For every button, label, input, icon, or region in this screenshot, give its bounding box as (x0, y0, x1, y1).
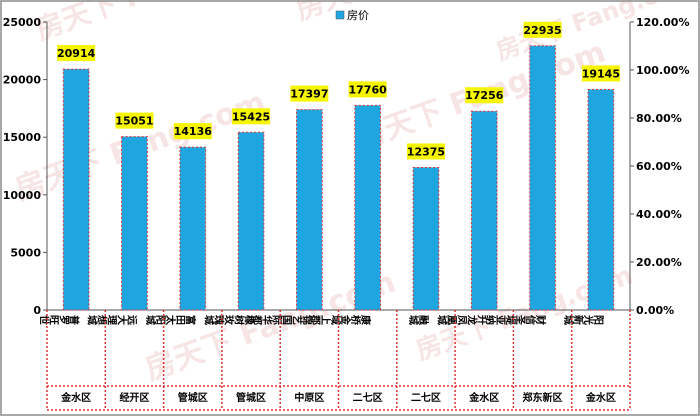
category-label: 升龙凤凰城 (436, 313, 488, 326)
y2-tick-label: 100.00% (636, 64, 689, 77)
legend-label: 房价 (347, 9, 369, 22)
data-label: 17256 (465, 89, 504, 102)
district-label: 管城区 (236, 391, 266, 404)
bar (237, 131, 265, 311)
data-label: 19145 (582, 67, 620, 80)
legend: 房价 (335, 9, 369, 22)
bar (179, 146, 207, 311)
district-label: 中原区 (294, 391, 324, 404)
data-label-bg (523, 21, 562, 38)
y-tick-label: 5000 (10, 246, 41, 259)
data-label: 17397 (290, 88, 328, 101)
bar (412, 166, 440, 311)
data-label-bg (57, 45, 96, 62)
district-label: 郑东新区 (523, 391, 563, 404)
district-label: 管城区 (178, 391, 208, 404)
district-label: 金水区 (60, 391, 91, 404)
district-label: 经开区 (119, 391, 149, 404)
bar (587, 88, 615, 311)
watermark-text: 房天下 Fang.com (291, 0, 533, 27)
data-label-bg (173, 123, 212, 140)
category-label: 富田太阳城 (145, 313, 197, 326)
category-label: 普罗旺世 (39, 313, 80, 325)
category-label: 融城 (408, 313, 430, 325)
y-tick-label: 20000 (3, 74, 42, 87)
district-label: 金水区 (585, 391, 616, 404)
y2-tick-label: 80.00% (636, 112, 682, 125)
y2-tick-label: 60.00% (636, 160, 682, 173)
y2-tick-label: 120.00% (636, 16, 689, 29)
data-label: 22935 (523, 24, 561, 37)
data-label: 15425 (232, 110, 270, 123)
district-label: 二七区 (411, 391, 441, 404)
category-label: 锦艺国际华都 (252, 313, 314, 326)
data-label: 17760 (349, 83, 388, 96)
bars (62, 45, 615, 311)
category-label: 橡树玫瑰城 (203, 313, 255, 325)
district-label: 金水区 (468, 391, 499, 404)
bar (470, 110, 498, 311)
data-labels: 20914 15051 14136 15425 17397 17760 12375 17256… (57, 21, 620, 160)
y2-tick-label: 0.00% (636, 304, 674, 317)
data-label-bg (290, 85, 329, 102)
data-label: 14136 (174, 125, 213, 138)
data-label-bg (232, 108, 271, 125)
y2-tick-label: 40.00% (636, 208, 682, 221)
data-label-bg (348, 81, 387, 98)
bar (62, 68, 90, 311)
y2-tick-label: 20.00% (636, 256, 682, 269)
bar (296, 109, 323, 311)
category-label: 财信圣堤亚纳 (485, 313, 547, 326)
data-label: 12375 (407, 145, 445, 158)
category-label: 阳光新城 (563, 313, 604, 326)
y-tick-label: 10000 (3, 189, 42, 202)
data-label-bg (465, 87, 504, 104)
district-label: 二七区 (353, 391, 383, 404)
y-tick-label: 0 (33, 304, 41, 317)
data-label-bg (406, 143, 445, 160)
category-label: 远大理想城 (87, 313, 138, 326)
data-label-bg (115, 112, 154, 129)
data-label: 20914 (57, 47, 96, 60)
y-tick-label: 15000 (3, 131, 42, 144)
legend-swatch (335, 10, 345, 20)
bar (121, 136, 148, 311)
watermark-text: 房天下 Fang.com (31, 0, 273, 47)
category-label: 康桥金域上郡 (310, 313, 372, 326)
y-tick-label: 25000 (3, 16, 42, 29)
bar (529, 45, 556, 311)
data-label-bg (581, 65, 620, 82)
bar (354, 104, 381, 311)
data-label: 15051 (115, 115, 153, 128)
